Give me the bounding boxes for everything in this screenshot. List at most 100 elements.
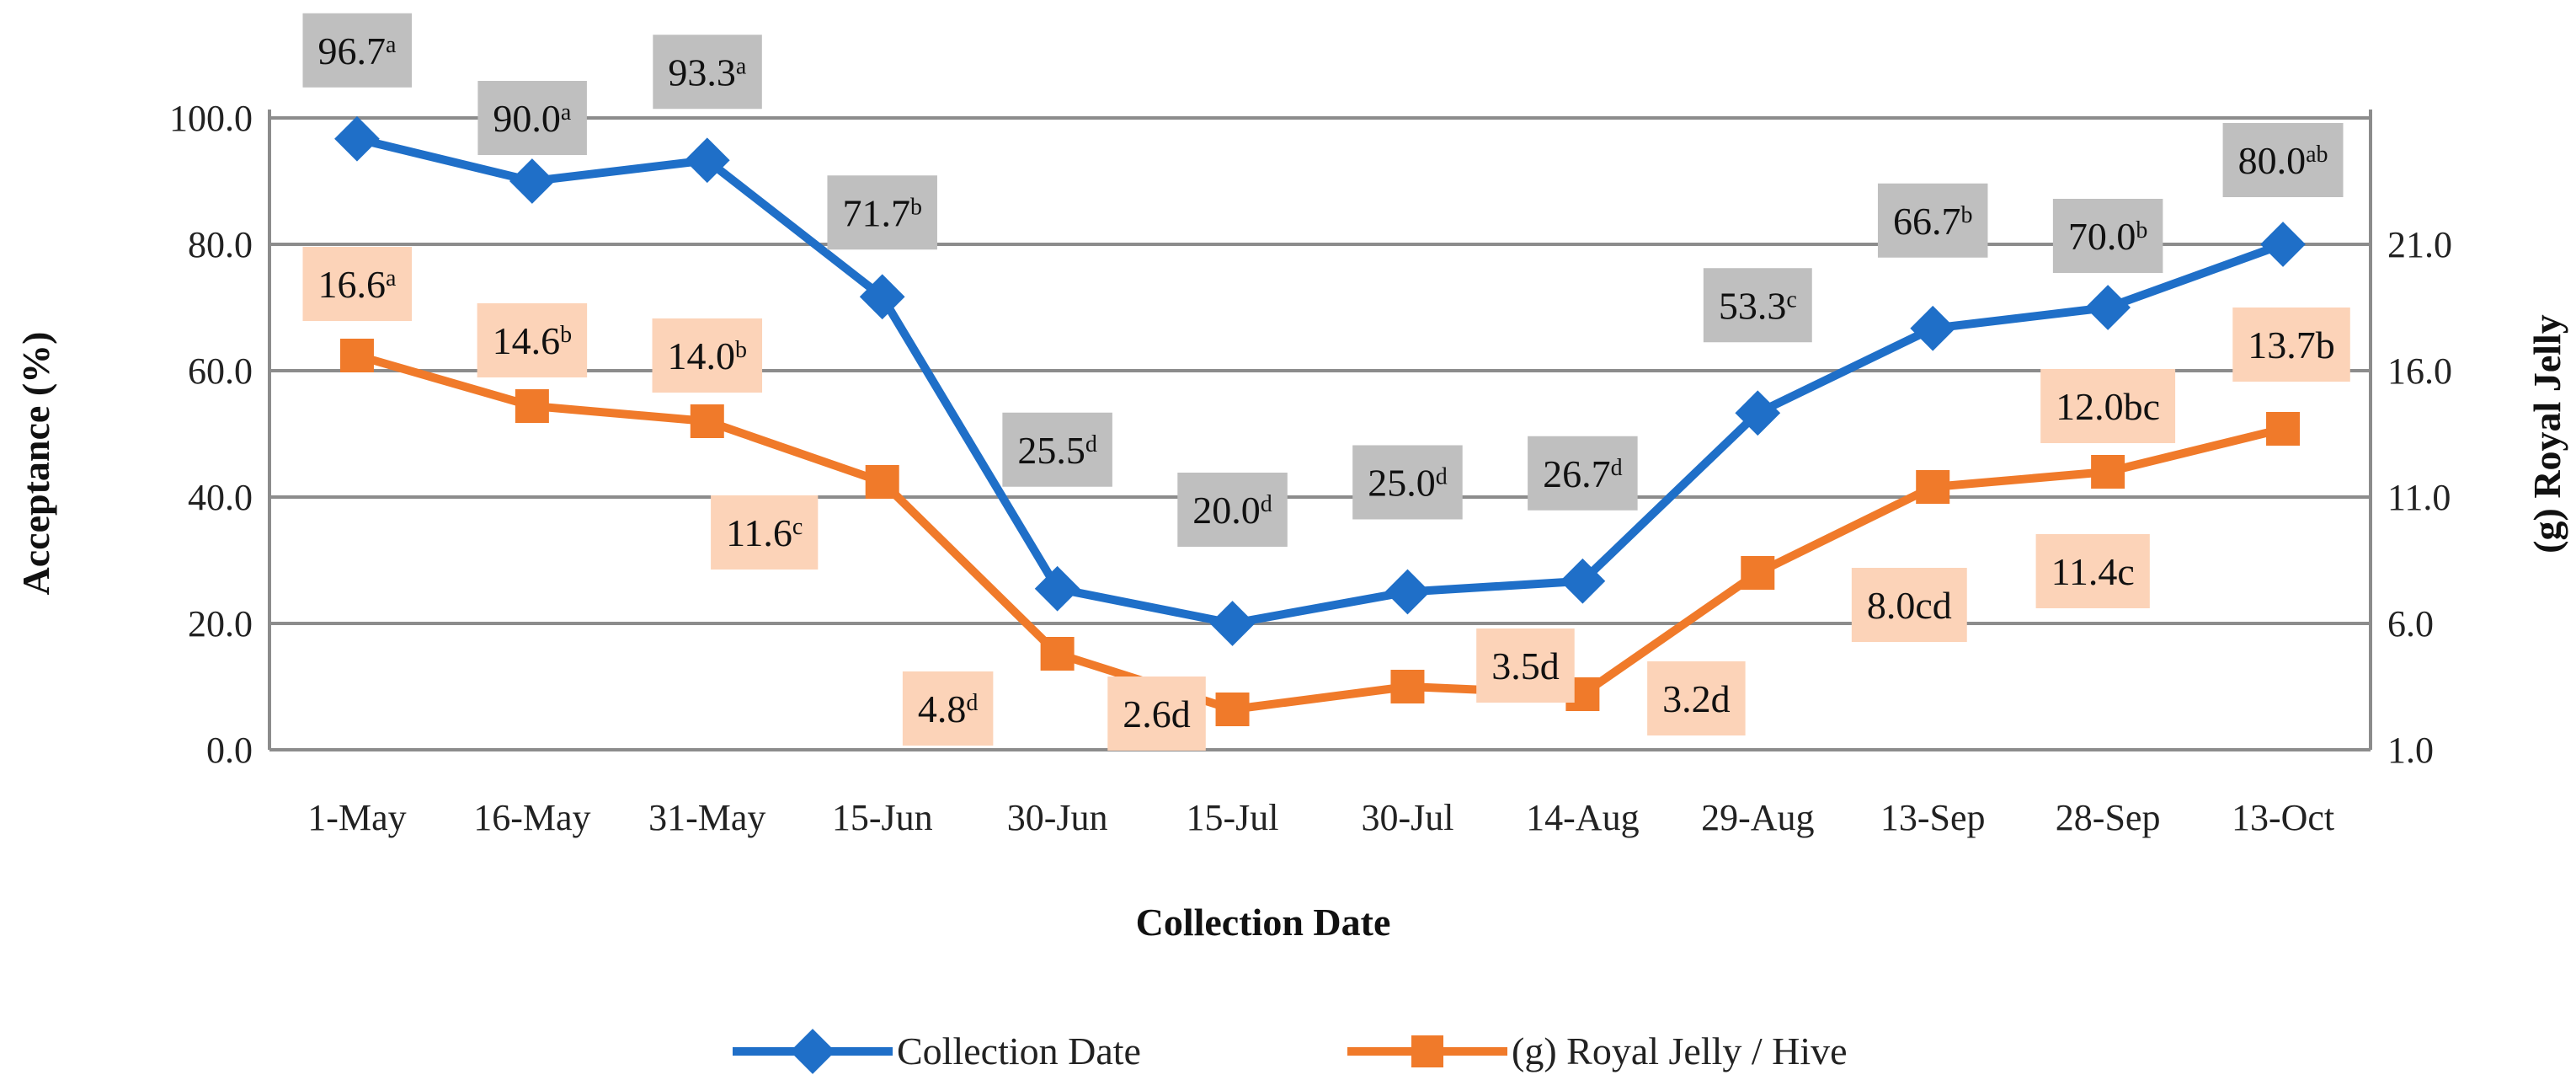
series-lines: [355, 134, 2285, 714]
data-label: 80.0ab: [2222, 123, 2344, 197]
x-tick-label: 13-Sep: [1880, 797, 1986, 838]
data-label-text: 80.0ab: [2238, 139, 2328, 182]
data-label-value: 71.7: [842, 191, 910, 234]
data-label: 66.7b: [1877, 183, 1988, 258]
data-label: 14.6b: [477, 303, 588, 377]
data-label: 16.6a: [302, 247, 412, 321]
data-point-square: [1040, 637, 1075, 671]
y2-tick-label: 11.0: [2387, 477, 2451, 518]
data-label: 3.2d: [1647, 661, 1746, 735]
y-tick-label: 40.0: [188, 477, 253, 518]
data-label-text: 2.6d: [1123, 693, 1191, 735]
data-point-square: [1741, 556, 1775, 590]
x-tick-label: 28-Sep: [2056, 797, 2161, 838]
data-label-value: 4.8: [918, 687, 967, 730]
data-label-box: [1177, 473, 1288, 547]
data-label: 20.0d: [1177, 473, 1288, 547]
data-label: 11.6c: [711, 495, 819, 570]
x-tick-label: 16-May: [473, 797, 590, 838]
x-tick-label: 31-May: [648, 797, 765, 838]
data-label-text: 3.2d: [1662, 677, 1731, 720]
y2-tick-label: 6.0: [2387, 603, 2434, 644]
data-label-value: 2.6d: [1123, 693, 1191, 735]
legend: Collection Date (g) Royal Jelly / Hive: [733, 1029, 1848, 1074]
data-label-sup: d: [1611, 455, 1623, 481]
data-label-box: [1647, 661, 1746, 735]
data-label-value: 93.3: [668, 51, 736, 94]
data-label-box: [1352, 445, 1463, 520]
data-label-text: 71.7b: [842, 191, 922, 234]
data-label-value: 53.3: [1719, 284, 1787, 327]
data-label-box: [302, 247, 412, 321]
data-label-text: 25.0d: [1368, 462, 1448, 505]
data-label-box: [1476, 628, 1575, 703]
data-label: 13.7b: [2232, 308, 2350, 382]
data-label: 53.3c: [1703, 268, 1812, 343]
data-label-value: 8.0cd: [1867, 584, 1952, 627]
data-label-value: 66.7: [1893, 200, 1961, 243]
data-label-text: 12.0bc: [2056, 385, 2160, 428]
data-point-diamond: [334, 115, 380, 162]
data-label-text: 25.5d: [1017, 429, 1097, 472]
data-label-box: [477, 81, 587, 155]
data-label-value: 11.4c: [2051, 550, 2135, 593]
x-tick-label: 15-Jun: [832, 797, 933, 838]
data-label-text: 14.0b: [668, 334, 748, 377]
data-label-box: [1107, 677, 1206, 751]
data-label-value: 16.6: [317, 263, 386, 306]
data-label-value: 14.6: [493, 319, 561, 362]
y2-tick-label: 21.0: [2387, 224, 2452, 265]
data-label-text: 90.0a: [493, 97, 572, 140]
data-label-value: 20.0: [1192, 489, 1261, 532]
legend-item-collection-date: Collection Date: [733, 1029, 1141, 1074]
data-label-value: 25.5: [1017, 429, 1085, 472]
data-label-value: 13.7b: [2248, 324, 2335, 366]
data-label-text: 70.0b: [2068, 215, 2148, 258]
data-label: 12.0bc: [2040, 369, 2176, 443]
x-axis-ticks: 1-May 16-May 31-May 15-Jun 30-Jun 15-Jul 30-Ju…: [307, 797, 2334, 838]
data-label-value: 3.5d: [1491, 644, 1560, 687]
grid-lines: [269, 116, 2371, 751]
data-label-text: 13.7b: [2248, 324, 2335, 366]
data-label-text: 53.3c: [1719, 284, 1797, 327]
data-label-sup: b: [560, 322, 572, 348]
data-point-square: [2266, 412, 2301, 446]
data-label: 96.7a: [302, 13, 412, 88]
data-label-text: 20.0d: [1192, 489, 1272, 532]
x-tick-label: 13-Oct: [2232, 797, 2334, 838]
data-label-value: 90.0: [493, 97, 561, 140]
data-point-square: [2091, 455, 2125, 489]
data-label-sup: d: [1436, 464, 1448, 490]
legend-square-marker: [1411, 1035, 1443, 1067]
data-label-value: 12.0bc: [2056, 385, 2160, 428]
y-axis-title: Acceptance (%): [14, 332, 57, 596]
y-axis-ticks: 0.0 20.0 40.0 60.0 80.0 100.0: [169, 98, 253, 771]
x-tick-label: 14-Aug: [1526, 797, 1639, 838]
data-point-diamond: [509, 158, 555, 204]
data-label: 26.7d: [1528, 436, 1638, 511]
y2-axis-ticks: 1.0 6.0 11.0 16.0 21.0: [2387, 224, 2452, 771]
data-label: 14.0b: [652, 318, 763, 393]
data-label-text: 14.6b: [493, 319, 573, 362]
data-label-sup: b: [1960, 202, 1972, 228]
data-label-box: [2035, 534, 2150, 608]
data-point-diamond: [1910, 305, 1956, 351]
data-label: 25.5d: [1002, 412, 1112, 487]
data-point-diamond: [1034, 565, 1080, 612]
x-tick-label: 30-Jul: [1361, 797, 1453, 838]
data-label-box: [652, 318, 763, 393]
data-label: 25.0d: [1352, 445, 1463, 520]
data-point-square: [1390, 670, 1425, 703]
data-label-text: 4.8d: [918, 687, 979, 730]
data-label: 11.4c: [2035, 534, 2150, 608]
data-label-text: 8.0cd: [1867, 584, 1952, 627]
data-label-box: [1851, 568, 1967, 642]
data-label-value: 70.0: [2068, 215, 2136, 258]
y-tick-label: 80.0: [188, 224, 253, 265]
data-point-diamond: [1384, 569, 1431, 615]
data-label-box: [1877, 183, 1988, 258]
x-tick-label: 29-Aug: [1701, 797, 1814, 838]
data-label-text: 11.6c: [726, 511, 803, 554]
data-label-text: 96.7a: [317, 29, 397, 72]
